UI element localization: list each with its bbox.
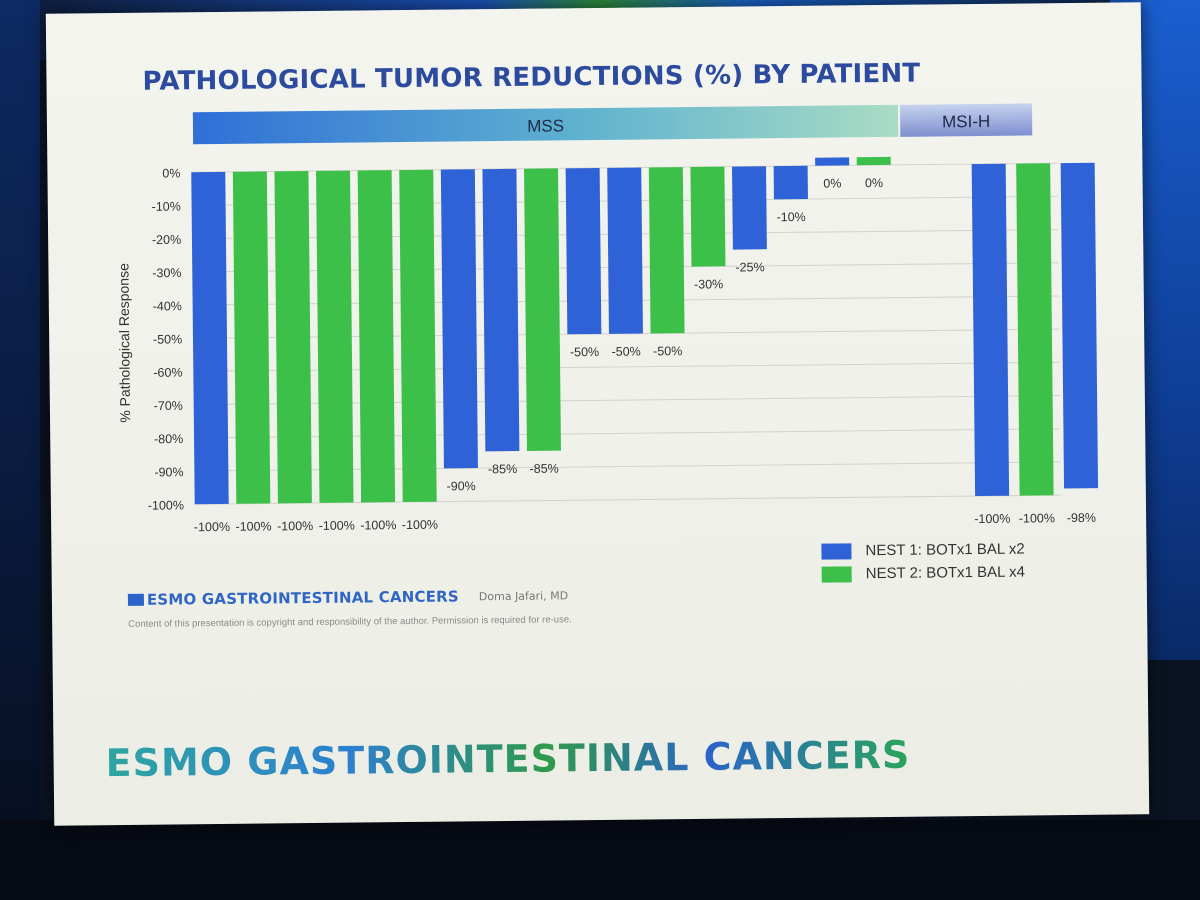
bar-data-label: -90% xyxy=(446,479,475,493)
y-tick-label: -90% xyxy=(154,465,183,479)
y-tick-label: -20% xyxy=(152,233,181,247)
bar xyxy=(607,167,643,334)
bar-data-label: -100% xyxy=(360,518,396,532)
bar-data-label: -100% xyxy=(974,512,1010,526)
projection-backdrop-bottom xyxy=(0,820,1200,900)
bar-data-label: -30% xyxy=(694,277,723,291)
bar-data-label: -10% xyxy=(776,210,805,224)
y-tick-label: -80% xyxy=(154,432,183,446)
bar xyxy=(856,156,891,166)
bar xyxy=(690,166,726,267)
bar xyxy=(191,171,229,505)
bar-data-label: -100% xyxy=(235,519,271,533)
bar xyxy=(1060,162,1099,489)
group-header-mss-label: MSS xyxy=(527,116,564,135)
bar-data-label: -25% xyxy=(735,260,764,274)
bar xyxy=(773,165,808,200)
group-header-msi-h xyxy=(899,103,1033,137)
bar xyxy=(732,166,767,250)
bar xyxy=(815,157,850,166)
group-header-mss xyxy=(192,104,899,145)
group-header-msi-h-label: MSI-H xyxy=(942,112,990,132)
y-axis-label: % Pathological Response xyxy=(115,263,133,423)
bar-data-label: 0% xyxy=(823,176,841,190)
bar-data-label: -50% xyxy=(611,345,640,359)
esmo-logo-small-text: ESMO GASTROINTESTINAL CANCERS xyxy=(146,587,459,609)
bar xyxy=(565,167,602,335)
bar xyxy=(399,169,437,503)
y-tick-label: -100% xyxy=(148,498,184,512)
bar-data-label: -85% xyxy=(488,462,517,476)
esmo-logo-large: ESMO GASTROINTESTINAL CANCERS xyxy=(105,732,911,786)
projection-backdrop-left xyxy=(0,0,40,900)
bar-data-label: -100% xyxy=(277,519,313,533)
bar xyxy=(524,168,561,451)
author-name: Doma Jafari, MD xyxy=(478,588,569,603)
bar-data-label: -50% xyxy=(653,344,682,358)
legend-swatch-nest2 xyxy=(821,565,852,583)
bar-data-label: -100% xyxy=(194,520,230,534)
bar xyxy=(648,167,685,334)
y-tick-label: -60% xyxy=(153,366,182,380)
y-tick-label: 0% xyxy=(162,166,180,180)
legend-swatch-nest1 xyxy=(821,542,852,560)
bar-data-label: -100% xyxy=(319,519,355,533)
bar xyxy=(232,171,271,504)
y-tick-label: -30% xyxy=(152,266,181,280)
bar-data-label: 0% xyxy=(865,176,883,190)
legend-label-nest1: NEST 1: BOTx1 BAL x2 xyxy=(865,540,1025,560)
y-tick-label: -10% xyxy=(152,200,181,214)
bar xyxy=(971,163,1010,497)
bar-data-label: -100% xyxy=(402,518,438,532)
bar xyxy=(316,170,354,503)
esmo-logo-mark-icon xyxy=(127,593,144,606)
y-tick-label: -40% xyxy=(153,299,182,313)
legend-item-nest1: NEST 1: BOTx1 BAL x2 xyxy=(821,540,1025,560)
y-tick-label: -50% xyxy=(153,332,182,346)
bar xyxy=(357,170,396,503)
chart-legend: NEST 1: BOTx1 BAL x2 NEST 2: BOTx1 BAL x… xyxy=(821,541,1025,589)
bar xyxy=(482,168,520,452)
legend-item-nest2: NEST 2: BOTx1 BAL x4 xyxy=(821,563,1026,583)
bar xyxy=(274,171,312,504)
y-tick-label: -70% xyxy=(154,399,183,413)
presentation-slide: PATHOLOGICAL TUMOR REDUCTIONS (%) BY PAT… xyxy=(45,2,1150,826)
tumor-reduction-bar-chart: MSS MSI-H 0% -10% -20% -30% -40% -50% -60% -70% -… xyxy=(115,103,1099,534)
bar-data-label: -98% xyxy=(1067,511,1096,525)
bar xyxy=(440,169,478,469)
bar-data-label: -50% xyxy=(570,345,599,359)
legend-label-nest2: NEST 2: BOTx1 BAL x4 xyxy=(865,563,1026,583)
bar-data-label: -85% xyxy=(530,462,559,476)
bar-data-label: -100% xyxy=(1019,511,1055,525)
bar xyxy=(1016,163,1054,496)
